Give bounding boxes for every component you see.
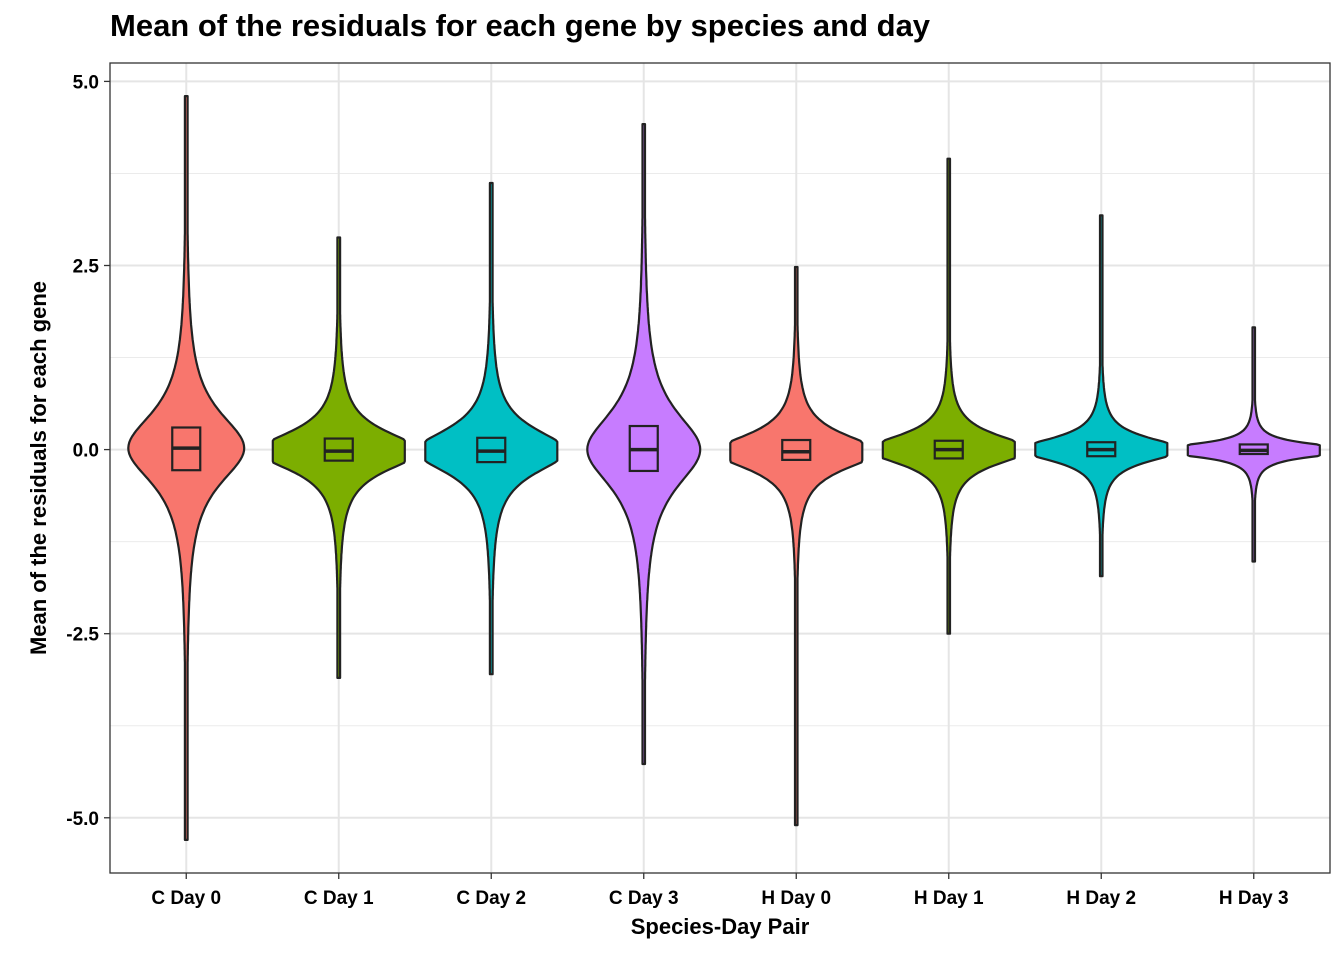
x-tick-label: C Day 0 <box>151 888 221 909</box>
x-tick-label: C Day 1 <box>304 888 374 909</box>
x-tick-label: H Day 1 <box>914 888 984 909</box>
panel-border <box>109 62 1331 874</box>
y-tick-label: -5.0 <box>66 809 99 830</box>
y-axis-label: Mean of the residuals for each gene <box>26 280 51 656</box>
violin-h-day-2 <box>1034 214 1169 578</box>
y-tick-label: 0.0 <box>73 441 99 462</box>
x-tick-label: C Day 3 <box>609 888 679 909</box>
chart-title: Mean of the residuals for each gene by s… <box>110 8 931 43</box>
y-tick-label: 5.0 <box>73 72 99 93</box>
violin-layer <box>127 95 1321 841</box>
x-tick-label: H Day 0 <box>761 888 831 909</box>
x-tick-label: C Day 2 <box>456 888 526 909</box>
boxplot-iqr <box>781 438 812 462</box>
axis-layer: 5.0 2.5 0.0 -2.5 -5.0 C Day 0 C Day 1 C Day 2 C … <box>66 72 1288 909</box>
x-tick-label: H Day 2 <box>1066 888 1136 909</box>
y-tick-label: -2.5 <box>66 625 99 646</box>
y-tick-label: 2.5 <box>73 257 100 278</box>
violin-h-day-0 <box>729 265 864 827</box>
violin-c-day-2 <box>424 181 559 676</box>
x-tick-label: H Day 3 <box>1219 888 1289 909</box>
x-axis-label: Species-Day Pair <box>630 914 810 939</box>
violin-h-day-1 <box>881 157 1016 635</box>
